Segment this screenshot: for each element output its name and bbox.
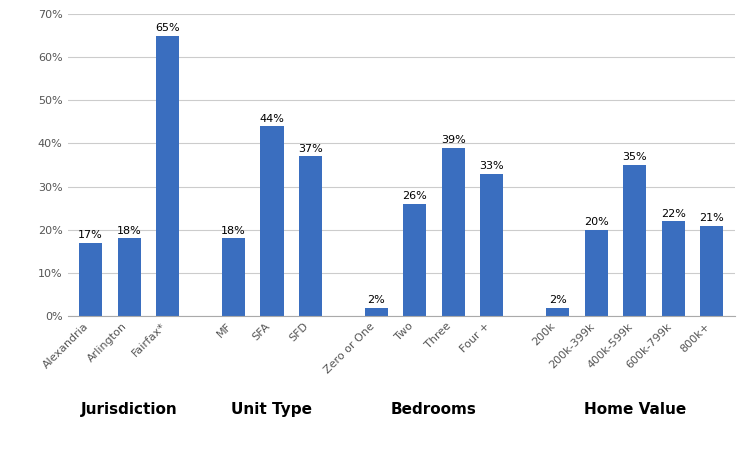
Text: 39%: 39% [441,135,466,145]
Text: Home Value: Home Value [584,402,686,417]
Text: 18%: 18% [117,226,142,236]
Text: 18%: 18% [221,226,246,236]
Text: 44%: 44% [260,113,284,124]
Text: 35%: 35% [622,153,647,162]
Bar [79,243,102,316]
Bar [662,221,685,316]
Bar [546,307,569,316]
Text: 20%: 20% [584,217,608,227]
Bar [118,239,141,316]
Bar [260,126,284,316]
Text: 21%: 21% [700,213,724,223]
Bar [404,204,426,316]
Bar [442,148,465,316]
Text: 22%: 22% [661,209,686,219]
Text: 2%: 2% [549,295,566,305]
Text: 2%: 2% [368,295,385,305]
Text: 17%: 17% [78,230,103,240]
Text: 37%: 37% [298,144,323,154]
Bar [156,35,179,316]
Text: Bedrooms: Bedrooms [391,402,477,417]
Bar [623,165,646,316]
Bar [299,156,322,316]
Bar [222,239,245,316]
Text: Unit Type: Unit Type [232,402,313,417]
Bar [480,174,503,316]
Text: 26%: 26% [403,191,427,201]
Bar [700,226,724,316]
Text: 65%: 65% [155,23,180,33]
Bar [364,307,388,316]
Bar [584,230,608,316]
Text: 33%: 33% [479,161,504,171]
Text: Jurisdiction: Jurisdiction [81,402,178,417]
